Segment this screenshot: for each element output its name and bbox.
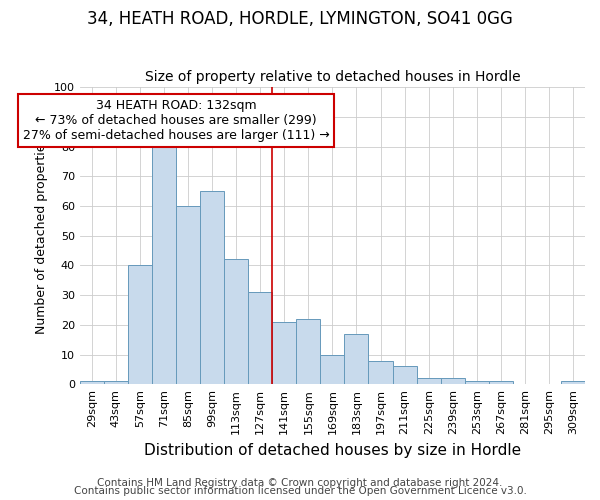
Text: Contains public sector information licensed under the Open Government Licence v3: Contains public sector information licen… [74,486,526,496]
Bar [489,382,513,384]
X-axis label: Distribution of detached houses by size in Hordle: Distribution of detached houses by size … [144,442,521,458]
Bar [200,191,224,384]
Y-axis label: Number of detached properties: Number of detached properties [35,137,49,334]
Bar [416,378,440,384]
Bar [320,354,344,384]
Title: Size of property relative to detached houses in Hordle: Size of property relative to detached ho… [145,70,520,85]
Bar [128,266,152,384]
Bar [344,334,368,384]
Bar [248,292,272,384]
Bar [296,319,320,384]
Bar [104,382,128,384]
Text: Contains HM Land Registry data © Crown copyright and database right 2024.: Contains HM Land Registry data © Crown c… [97,478,503,488]
Bar [368,360,392,384]
Text: 34 HEATH ROAD: 132sqm  
← 73% of detached houses are smaller (299)
27% of semi-d: 34 HEATH ROAD: 132sqm ← 73% of detached … [23,99,329,142]
Bar [80,382,104,384]
Bar [176,206,200,384]
Bar [561,382,585,384]
Bar [272,322,296,384]
Bar [152,140,176,384]
Bar [392,366,416,384]
Bar [465,382,489,384]
Text: 34, HEATH ROAD, HORDLE, LYMINGTON, SO41 0GG: 34, HEATH ROAD, HORDLE, LYMINGTON, SO41 … [87,10,513,28]
Bar [440,378,465,384]
Bar [224,260,248,384]
